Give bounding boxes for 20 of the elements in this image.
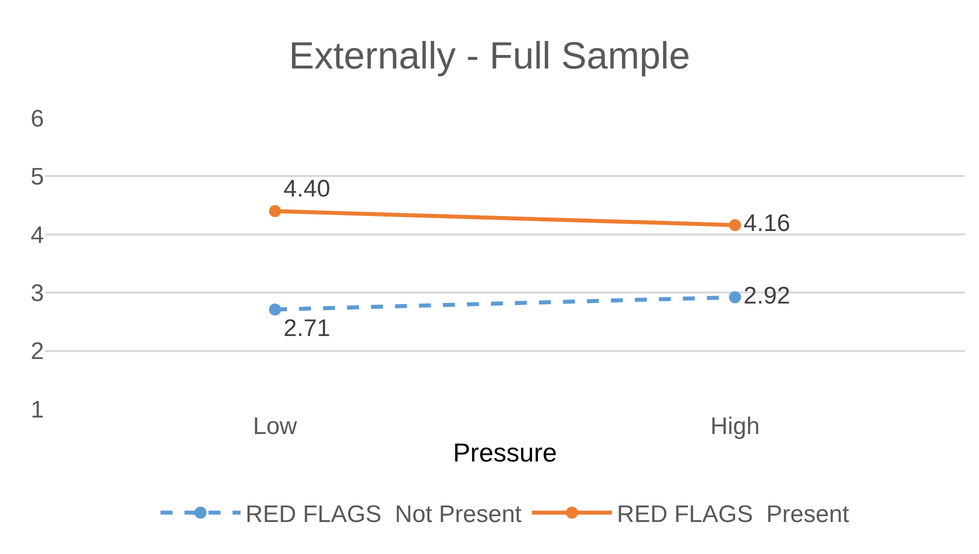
point bbox=[269, 205, 281, 218]
x-axis-title: Pressure bbox=[452, 438, 558, 468]
y-tick-label: 5 bbox=[30, 164, 44, 191]
legend-label: RED FLAGS Not Present bbox=[246, 500, 522, 528]
y-tick-label: 6 bbox=[30, 105, 44, 132]
chart-title: Externally - Full Sample bbox=[288, 36, 690, 78]
data-label: 2.71 bbox=[284, 314, 330, 342]
y-tick-label: 2 bbox=[30, 338, 44, 366]
y-tick-label: 3 bbox=[30, 280, 44, 307]
point bbox=[729, 219, 741, 232]
legend-label: RED FLAGS Present bbox=[616, 500, 850, 528]
data-label: 2.92 bbox=[744, 282, 790, 310]
point bbox=[729, 291, 741, 304]
y-tick-label: 1 bbox=[30, 396, 44, 424]
x-tick-label: High bbox=[710, 413, 760, 440]
data-label: 4.16 bbox=[744, 210, 790, 238]
y-tick-label: 4 bbox=[30, 222, 44, 249]
point bbox=[269, 303, 281, 316]
x-tick-label: Low bbox=[252, 413, 298, 440]
data-label: 4.40 bbox=[284, 176, 330, 203]
